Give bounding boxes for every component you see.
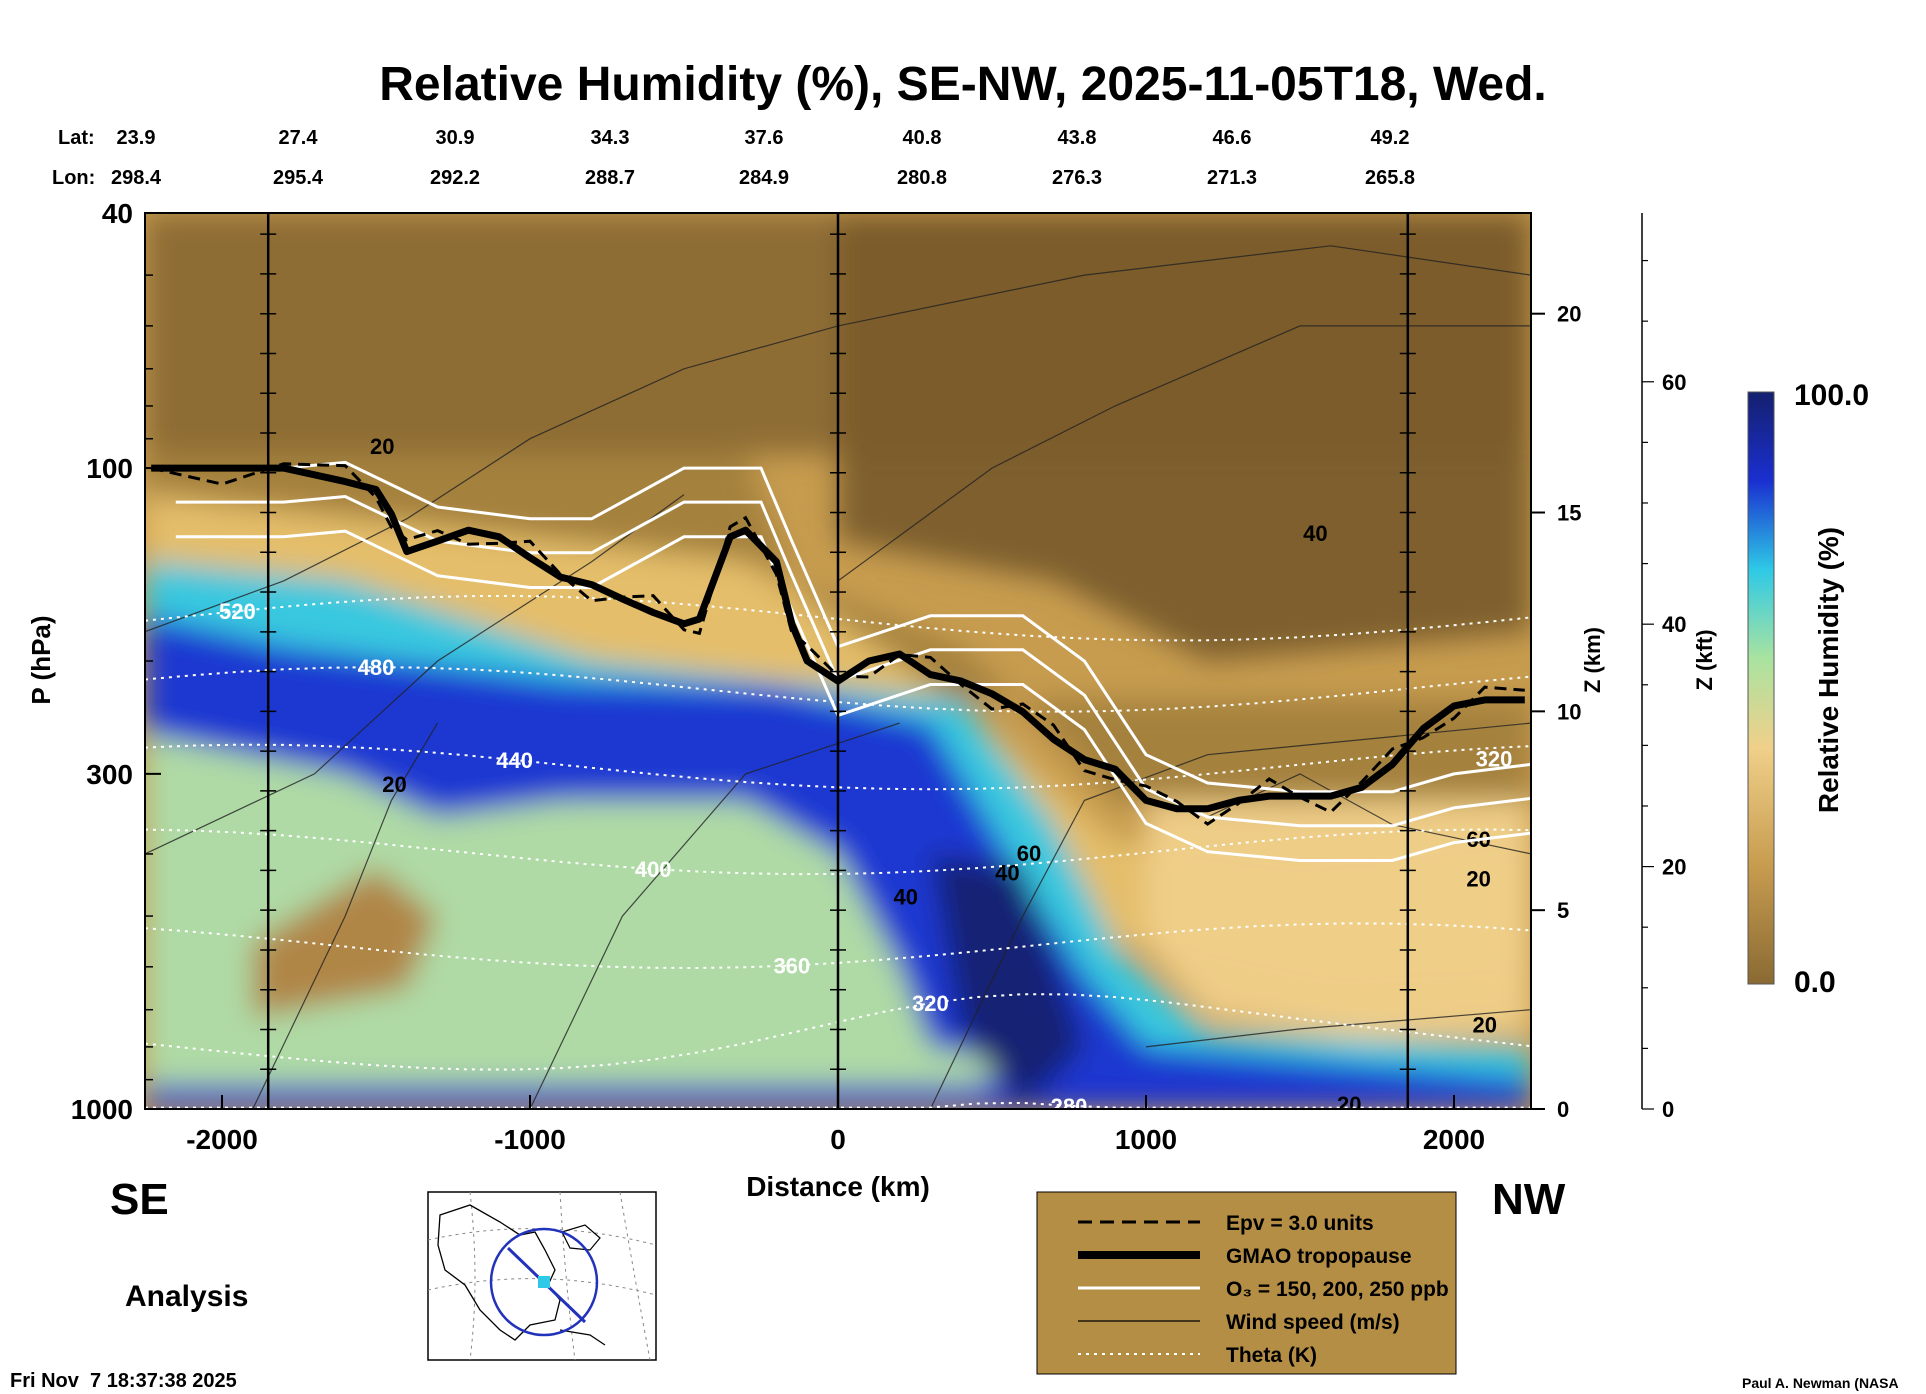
lat-value-5: 40.8	[903, 127, 942, 149]
colorbar	[1747, 391, 1775, 985]
ozone-label-0: 320	[1476, 746, 1513, 771]
zkm-tick-label-1: 5	[1557, 898, 1569, 923]
lat-value-0: 23.9	[117, 127, 156, 149]
direction-se: SE	[110, 1175, 169, 1224]
wind-label-1: 20	[382, 772, 406, 797]
chart-title: Relative Humidity (%), SE-NW, 2025-11-05…	[379, 58, 1547, 111]
wind-label-5: 20	[1473, 1013, 1497, 1038]
y-tick-label-0: 40	[102, 198, 133, 229]
wind-label-0: 20	[370, 434, 394, 459]
wind-label-3: 60	[1017, 841, 1041, 866]
wind-label-8: 20	[1466, 867, 1490, 892]
x-tick-label-4: 2000	[1423, 1124, 1485, 1155]
lat-lon-header: Lat: Lon: 23.9 27.4 30.9 34.3 37.6 40.8 43.8 46…	[52, 127, 1415, 189]
y-tick-label-3: 1000	[71, 1094, 133, 1125]
rh-region-7	[1146, 800, 1531, 1040]
lon-label: Lon:	[52, 167, 95, 189]
x-tick-label-2: 0	[830, 1124, 846, 1155]
lon-value-7: 271.3	[1207, 167, 1257, 189]
y-tick-label-2: 300	[86, 759, 133, 790]
lon-value-1: 295.4	[273, 167, 324, 189]
lon-value-3: 288.7	[585, 167, 635, 189]
rh-region-10	[930, 853, 1085, 1109]
colorbar-label: Relative Humidity (%)	[1813, 527, 1844, 813]
lat-value-7: 46.6	[1213, 127, 1252, 149]
wind-contour-0	[145, 494, 685, 855]
lat-value-3: 34.3	[591, 127, 630, 149]
wind-contour-6	[1145, 1009, 1531, 1048]
direction-nw: NW	[1492, 1175, 1566, 1224]
theta-label-400: 400	[635, 857, 672, 882]
x-tick-label-0: -2000	[186, 1124, 258, 1155]
lon-value-8: 265.8	[1365, 167, 1415, 189]
legend-label-0: Epv = 3.0 units	[1226, 1212, 1374, 1235]
rh-region-1	[838, 213, 1531, 661]
lat-value-4: 37.6	[745, 127, 784, 149]
axes: -2000 -1000 0 1000 2000 40 100 300 1000 0 5 10 15 20 0…	[71, 198, 1687, 1155]
wind-contour-2	[529, 722, 900, 1109]
theta-label-520: 520	[219, 599, 256, 624]
legend-label-1: GMAO tropopause	[1226, 1245, 1412, 1268]
lat-value-8: 49.2	[1371, 127, 1410, 149]
theta-label-440: 440	[496, 748, 533, 773]
zkm-tick-label-2: 10	[1557, 699, 1581, 724]
zkft-tick-label-1: 20	[1662, 855, 1686, 880]
wind-label-6: 40	[1303, 521, 1327, 546]
wind-label-4: 40	[894, 885, 918, 910]
lat-value-6: 43.8	[1058, 127, 1097, 149]
rh-region-8	[252, 867, 438, 1018]
x-tick-label-3: 1000	[1115, 1124, 1177, 1155]
lat-value-1: 27.4	[279, 127, 319, 149]
lon-value-4: 284.9	[739, 167, 789, 189]
station-lines	[260, 213, 1416, 1109]
x-axis-label: Distance (km)	[746, 1171, 930, 1202]
lon-value-0: 298.4	[111, 167, 162, 189]
colorbar-max-label: 100.0	[1794, 379, 1869, 412]
legend-label-3: Wind speed (m/s)	[1226, 1311, 1400, 1334]
wind-contour-3	[929, 722, 1531, 1109]
timestamp: Fri Nov 7 18:37:38 2025	[10, 1370, 237, 1392]
wind-label-9: 20	[1337, 1092, 1361, 1117]
theta-label-320: 320	[912, 991, 949, 1016]
zkm-tick-label-4: 20	[1557, 302, 1581, 327]
lon-value-2: 292.2	[430, 167, 480, 189]
legend-label-4: Theta (K)	[1226, 1344, 1317, 1367]
zkft-tick-label-2: 40	[1662, 612, 1686, 637]
lon-value-5: 280.8	[897, 167, 947, 189]
theta-label-280: 280	[1051, 1094, 1088, 1119]
legend-label-2: O₃ = 150, 200, 250 ppb	[1226, 1278, 1449, 1301]
wind-contour-7	[145, 245, 1531, 633]
lon-value-6: 276.3	[1052, 167, 1102, 189]
lat-value-2: 30.9	[436, 127, 475, 149]
zkm-tick-label-3: 15	[1557, 501, 1581, 526]
theta-line-360	[145, 922, 1531, 970]
theta-label-360: 360	[773, 954, 810, 979]
wind-contour-1	[252, 722, 439, 1109]
lat-label: Lat:	[58, 127, 95, 149]
zkm-tick-label-0: 0	[1557, 1097, 1569, 1122]
theta-label-480: 480	[358, 655, 395, 680]
zkft-tick-label-0: 0	[1662, 1097, 1674, 1122]
analysis-label: Analysis	[125, 1280, 248, 1313]
x-tick-label-1: -1000	[494, 1124, 566, 1155]
z-km-axis-label: Z (km)	[1580, 627, 1605, 693]
colorbar-min-label: 0.0	[1794, 966, 1836, 999]
y-axis-label: P (hPa)	[26, 615, 56, 704]
y-tick-label-1: 100	[86, 453, 133, 484]
zkft-tick-label-3: 60	[1662, 370, 1686, 395]
wind-contour-4	[837, 325, 1531, 582]
inset-map	[427, 1191, 657, 1361]
legend: Epv = 3.0 units GMAO tropopause O₃ = 150, …	[1036, 1191, 1457, 1375]
z-kft-axis-label: Z (kft)	[1692, 629, 1717, 690]
rh-region-6	[145, 734, 1023, 1109]
credit: Paul A. Newman (NASA	[1742, 1375, 1899, 1391]
